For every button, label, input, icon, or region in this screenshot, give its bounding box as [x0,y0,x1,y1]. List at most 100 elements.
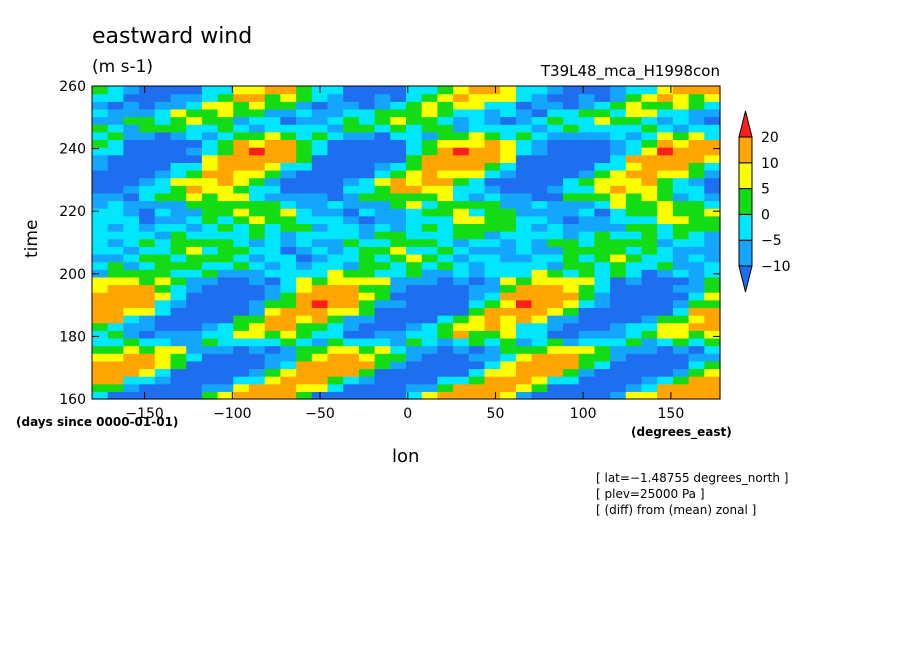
heatmap-cell [390,353,407,362]
heatmap-cell [657,86,674,95]
heatmap-cell [672,253,690,263]
heatmap-cell [641,307,658,316]
heatmap-cell [280,93,297,102]
heatmap-cell [515,147,533,156]
heatmap-cell [92,261,109,270]
heatmap-cell [186,322,203,331]
heatmap-cell [139,169,156,179]
heatmap-cell [280,360,297,370]
y-tick-label: 200 [59,267,86,283]
heatmap-cell [531,337,548,347]
heatmap-cell [249,307,266,316]
heatmap-cell [610,124,627,133]
heatmap-cell [92,345,109,354]
heatmap-cell [217,147,234,156]
heatmap-cell [672,139,690,148]
heatmap-cell [468,292,486,301]
heatmap-cell [672,345,690,354]
heatmap-cell [688,261,705,270]
heatmap-cell [484,238,501,247]
heatmap-cell [672,276,690,286]
heatmap-cell [531,215,548,225]
heatmap-cell [390,131,407,141]
heatmap-cell [249,322,266,331]
heatmap-cell [249,93,266,102]
heatmap-cell [249,185,266,194]
heatmap-cell [672,200,690,209]
x-axis-units: (degrees_east) [631,425,732,439]
heatmap-cell [547,383,564,392]
heatmap-cell [594,307,611,316]
heatmap-cell [547,307,564,316]
heatmap-cell [672,330,690,339]
heatmap-cell [688,86,705,95]
heatmap-cell [672,131,690,141]
heatmap-cell [280,391,297,400]
heatmap-cell [672,383,690,392]
heatmap-cell [641,322,658,331]
heatmap-cell [186,162,203,171]
heatmap-cell [343,185,360,194]
heatmap-cell [154,185,172,194]
heatmap-cell [327,322,344,331]
heatmap-cell [296,383,313,392]
heatmap-cell [296,101,313,110]
heatmap-cell [358,116,376,125]
heatmap-cell [280,253,297,263]
heatmap-cell [123,231,140,240]
heatmap-cell [406,391,423,400]
heatmap-cell [92,154,109,163]
heatmap-cell [186,147,203,156]
heatmap-cell [280,169,297,179]
heatmap-cell [468,101,486,110]
heatmap-cell [484,177,501,186]
heatmap-cell [610,284,627,293]
heatmap-cell [625,337,643,347]
heatmap-cell [704,246,721,255]
heatmap-cell [468,284,486,293]
heatmap-cell [625,177,643,186]
heatmap-cell [688,177,705,186]
heatmap-cell [453,208,470,217]
heatmap-cell [374,391,391,400]
heatmap-cell [484,139,501,148]
heatmap-cell [249,116,266,125]
heatmap-cell [139,215,156,225]
heatmap-cell [421,315,438,324]
heatmap-cell [704,93,721,102]
heatmap-cell [610,253,627,263]
heatmap-cell [594,108,611,118]
heatmap-cell [468,391,486,400]
heatmap-cell [515,139,533,148]
heatmap-cell [123,383,140,392]
heatmap-cell [672,208,690,217]
heatmap-cell [578,154,595,163]
heatmap-cell [358,292,376,301]
heatmap-cell [547,353,564,362]
heatmap-cell [406,124,423,133]
heatmap-cell [531,200,548,209]
heatmap-cell [563,200,580,209]
heatmap-cell [296,315,313,324]
heatmap-cell [453,322,470,331]
heatmap-cell [201,238,219,247]
heatmap-cell [280,383,297,392]
heatmap-cell [688,223,705,232]
heatmap-cell [594,299,611,308]
heatmap-cell [484,86,501,95]
heatmap-cell [657,253,674,263]
heatmap-cell [578,337,595,347]
heatmap-cell [563,223,580,232]
heatmap-cell [453,86,470,95]
heatmap-cell [563,368,580,377]
heatmap-cell [610,246,627,255]
heatmap-cell [610,93,627,102]
heatmap-cell [672,238,690,247]
heatmap-cell [468,360,486,370]
heatmap-cell [610,208,627,217]
heatmap-cell [201,345,219,354]
heatmap-cell [515,200,533,209]
heatmap-cell [201,215,219,225]
heatmap-cell [704,200,721,209]
heatmap-cell [578,231,595,240]
